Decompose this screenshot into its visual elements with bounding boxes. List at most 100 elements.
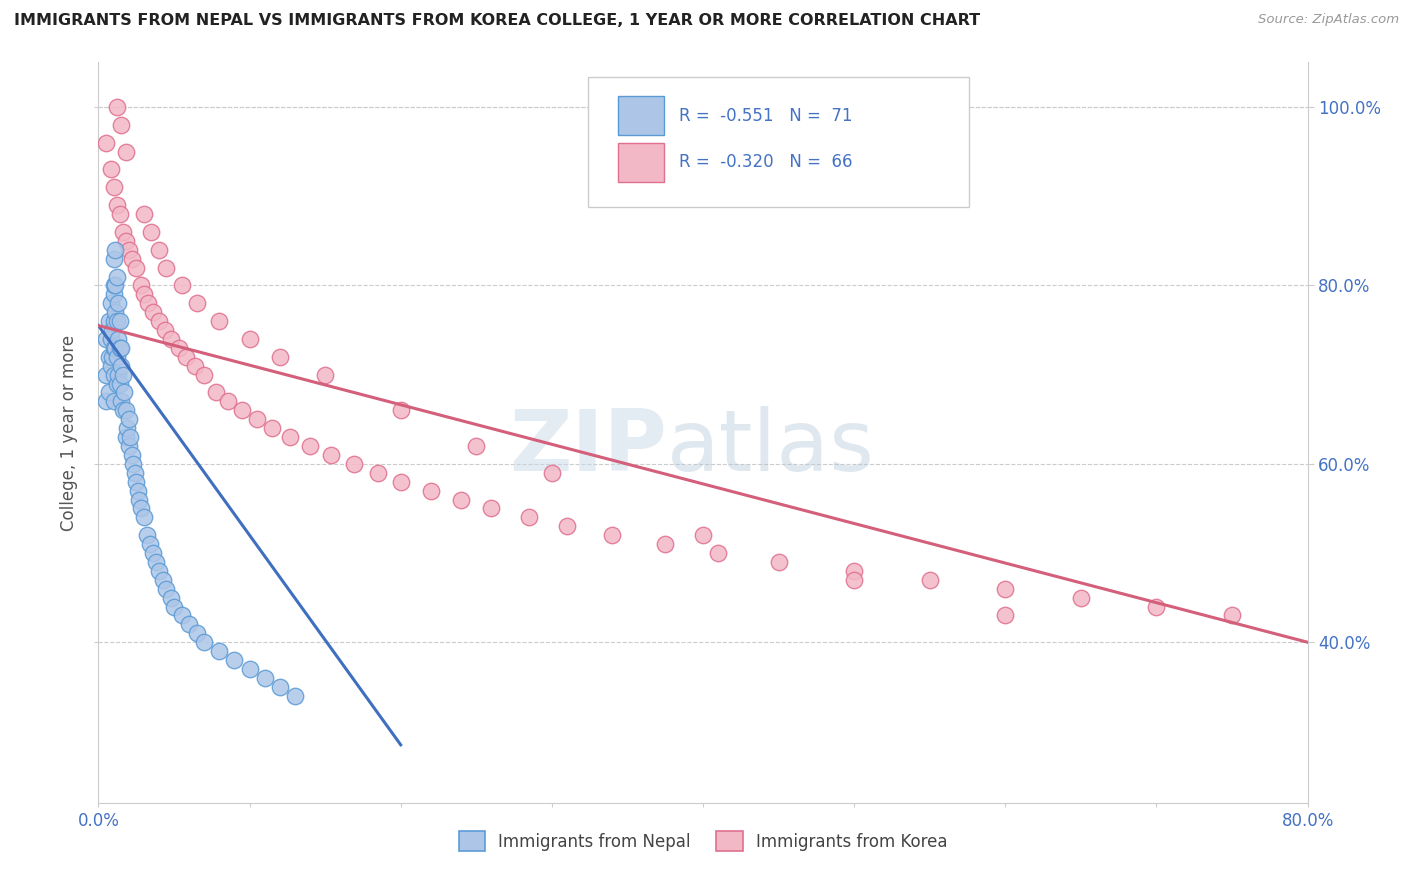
- Point: [186, 296, 208, 310]
- Point: [121, 448, 143, 462]
- Legend: Immigrants from Nepal, Immigrants from Korea: Immigrants from Nepal, Immigrants from K…: [451, 825, 955, 857]
- Point: [389, 475, 412, 489]
- Point: [118, 243, 141, 257]
- Point: [517, 510, 540, 524]
- Point: [105, 198, 128, 212]
- Point: [420, 483, 443, 498]
- Point: [540, 466, 562, 480]
- Point: [239, 662, 262, 676]
- Point: [107, 296, 129, 310]
- Point: [208, 314, 231, 328]
- Point: [692, 528, 714, 542]
- Point: [141, 225, 163, 239]
- Point: [105, 376, 128, 391]
- Point: [193, 368, 215, 382]
- Point: [115, 421, 138, 435]
- Point: [205, 385, 228, 400]
- Point: [114, 403, 136, 417]
- Point: [135, 528, 157, 542]
- Point: [114, 430, 136, 444]
- Point: [108, 341, 131, 355]
- Point: [122, 457, 145, 471]
- Point: [98, 314, 121, 328]
- Point: [118, 412, 141, 426]
- Point: [654, 537, 676, 551]
- Point: [148, 564, 170, 578]
- Point: [184, 359, 207, 373]
- Point: [145, 555, 167, 569]
- Point: [155, 260, 177, 275]
- Point: [217, 394, 239, 409]
- Point: [262, 421, 284, 435]
- Point: [94, 332, 117, 346]
- Point: [153, 323, 176, 337]
- Point: [186, 626, 208, 640]
- Point: [148, 243, 170, 257]
- Point: [269, 350, 291, 364]
- Bar: [619, 143, 664, 182]
- Point: [110, 359, 132, 373]
- Point: [343, 457, 366, 471]
- Point: [152, 573, 174, 587]
- Point: [127, 483, 149, 498]
- Point: [111, 403, 134, 417]
- Text: R =  -0.551   N =  71: R = -0.551 N = 71: [679, 107, 852, 125]
- Point: [994, 582, 1017, 596]
- Point: [100, 162, 122, 177]
- Text: atlas: atlas: [666, 406, 875, 489]
- Text: R =  -0.320   N =  66: R = -0.320 N = 66: [679, 153, 852, 171]
- Point: [224, 653, 246, 667]
- Point: [174, 350, 197, 364]
- Point: [450, 492, 472, 507]
- Point: [142, 546, 165, 560]
- Point: [142, 305, 165, 319]
- Point: [108, 207, 131, 221]
- Point: [114, 145, 136, 159]
- Point: [104, 341, 127, 355]
- Point: [111, 225, 134, 239]
- Point: [104, 243, 127, 257]
- Point: [132, 207, 155, 221]
- Point: [768, 555, 790, 569]
- Point: [104, 305, 127, 319]
- Point: [163, 599, 186, 614]
- Point: [844, 573, 866, 587]
- Point: [98, 350, 121, 364]
- Point: [107, 368, 129, 382]
- Point: [114, 234, 136, 248]
- Point: [105, 100, 128, 114]
- Point: [844, 564, 866, 578]
- Point: [98, 385, 121, 400]
- Point: [125, 475, 148, 489]
- Point: [465, 439, 488, 453]
- Point: [155, 582, 177, 596]
- Point: [103, 314, 125, 328]
- Point: [246, 412, 269, 426]
- Point: [110, 118, 132, 132]
- Point: [129, 501, 152, 516]
- Point: [132, 287, 155, 301]
- Point: [321, 448, 343, 462]
- Point: [314, 368, 336, 382]
- Point: [110, 341, 132, 355]
- Point: [231, 403, 253, 417]
- Point: [100, 332, 122, 346]
- Point: [389, 403, 412, 417]
- Point: [103, 252, 125, 266]
- Point: [179, 617, 201, 632]
- Point: [100, 359, 122, 373]
- Point: [108, 376, 131, 391]
- Point: [103, 180, 125, 194]
- Point: [367, 466, 389, 480]
- Point: [111, 368, 134, 382]
- Point: [108, 314, 131, 328]
- Point: [167, 341, 190, 355]
- Text: IMMIGRANTS FROM NEPAL VS IMMIGRANTS FROM KOREA COLLEGE, 1 YEAR OR MORE CORRELATI: IMMIGRANTS FROM NEPAL VS IMMIGRANTS FROM…: [14, 13, 980, 29]
- Point: [129, 278, 152, 293]
- Point: [103, 368, 125, 382]
- Point: [110, 394, 132, 409]
- Point: [120, 430, 142, 444]
- Point: [299, 439, 322, 453]
- Point: [160, 591, 183, 605]
- Point: [124, 466, 146, 480]
